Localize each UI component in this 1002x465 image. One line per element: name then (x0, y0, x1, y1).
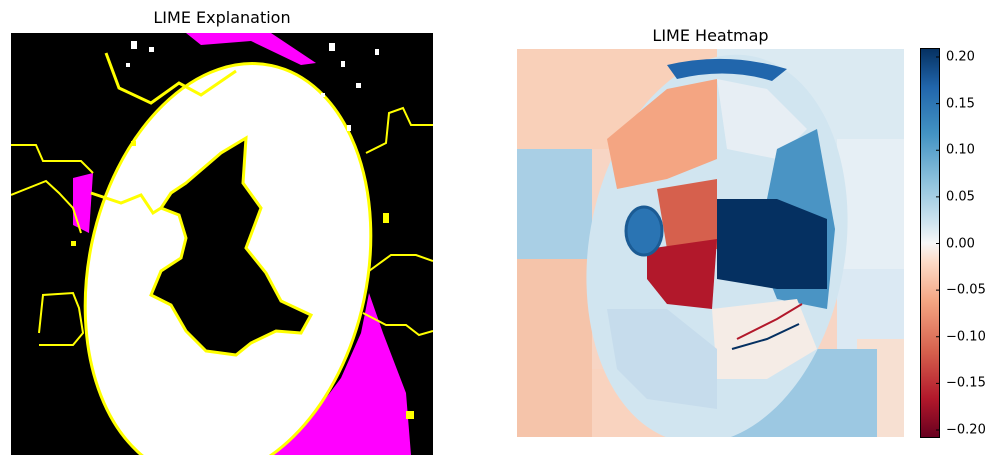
lime-explanation-image (11, 33, 433, 455)
colorbar-tick-label: −0.10 (946, 329, 986, 345)
superpixel-boundary (368, 254, 433, 272)
lime-heatmap-title: LIME Heatmap (652, 26, 769, 45)
highlight-region-left (73, 173, 93, 233)
superpixel-boundary (365, 106, 433, 154)
colorbar-tick-label: 0.05 (946, 189, 975, 205)
colorbar-tick-label: 0.00 (946, 236, 975, 251)
heat-region (607, 79, 717, 189)
highlight-region-bottom (261, 293, 411, 455)
lime-heatmap-image (517, 49, 904, 437)
colorbar-tick-label: −0.20 (946, 422, 986, 438)
superpixel-boundary (38, 291, 85, 346)
heat-region (667, 58, 787, 81)
colorbar-tick-label: 0.10 (946, 142, 975, 158)
superpixel-boundary (362, 312, 433, 337)
heat-region (624, 205, 664, 257)
heat-region (517, 259, 592, 437)
superpixel-boundary (11, 144, 94, 174)
colorbar: 0.20 0.15 0.10 0.05 0.00 −0.05 −0.10 −0.15 −0.20 (920, 48, 986, 442)
heat-region (647, 239, 717, 309)
colorbar-tick-label: 0.20 (946, 49, 975, 65)
superpixel-boundary (90, 191, 162, 216)
masked-center-region (149, 135, 314, 357)
superpixel-boundary (104, 52, 237, 105)
colorbar-tick-label: −0.15 (946, 375, 986, 391)
colorbar-tick-label: 0.15 (946, 96, 975, 112)
colorbar-gradient (920, 48, 940, 438)
heat-region (717, 79, 807, 159)
lime-explanation-title: LIME Explanation (153, 8, 291, 27)
heat-region (717, 199, 827, 289)
superpixel-boundary (11, 179, 82, 234)
heat-region (517, 149, 592, 259)
highlight-region-top (186, 33, 316, 65)
heat-region (607, 309, 717, 409)
heat-region (657, 179, 717, 249)
heat-region (837, 139, 904, 269)
colorbar-tick-label: −0.05 (946, 282, 986, 298)
